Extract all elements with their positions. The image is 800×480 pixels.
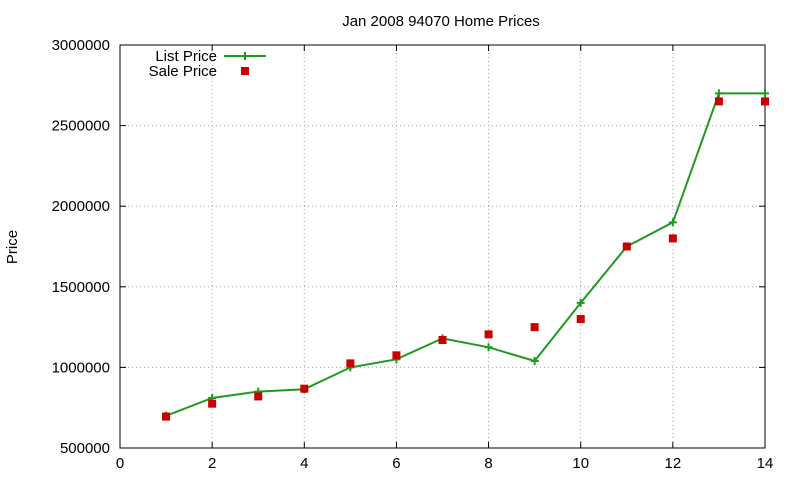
y-tick-label: 3000000: [52, 37, 110, 54]
sale-price-point: [162, 412, 171, 421]
legend-marker-list-price: [241, 52, 249, 60]
sale-price-point: [530, 323, 539, 332]
list-price-point: [530, 356, 539, 365]
plot-frame: [119, 44, 766, 449]
y-tick-label: 500000: [60, 440, 110, 457]
grid: [120, 45, 765, 448]
sale-price-point: [714, 97, 723, 106]
sale-price-point: [576, 315, 585, 324]
list-price-point: [714, 89, 723, 98]
legend-label-list-price: List Price: [155, 48, 217, 65]
sale-price-point: [300, 384, 309, 393]
x-tick-label: 6: [392, 455, 400, 472]
chart-title: Jan 2008 94070 Home Prices: [342, 13, 540, 30]
x-tick-label: 2: [208, 455, 216, 472]
y-tick-label: 1000000: [52, 359, 110, 376]
sale-price-point: [254, 392, 263, 401]
y-tick-label: 2500000: [52, 118, 110, 135]
legend-label-sale-price: Sale Price: [149, 63, 217, 80]
legend: List Price Sale Price: [149, 48, 266, 80]
sale-price-point: [208, 399, 217, 408]
axis-ticks: [119, 44, 766, 449]
series-sale-price: [162, 97, 769, 421]
x-tick-label: 12: [665, 455, 682, 472]
x-tick-label: 4: [300, 455, 308, 472]
x-tick-label: 14: [757, 455, 774, 472]
list-price-point: [576, 298, 585, 307]
legend-marker-sale-price: [241, 67, 249, 75]
y-tick-labels: 500000 1000000 1500000 2000000 2500000 300000…: [52, 37, 110, 457]
sale-price-point: [484, 330, 493, 339]
y-tick-label: 2000000: [52, 198, 110, 215]
x-tick-label: 10: [572, 455, 589, 472]
list-price-point: [668, 218, 677, 227]
list-price-point: [761, 89, 769, 98]
x-tick-label: 0: [116, 455, 124, 472]
y-tick-label: 1500000: [52, 279, 110, 296]
sale-price-point: [622, 242, 631, 251]
x-tick-labels: 0 2 4 6 8 10 12 14: [116, 455, 774, 472]
sale-price-point: [668, 234, 677, 243]
list-price-line: [165, 92, 765, 417]
list-price-point: [484, 343, 493, 352]
series-list-price: [162, 89, 769, 420]
x-tick-label: 8: [484, 455, 492, 472]
sale-price-point: [761, 97, 769, 106]
sale-price-point: [346, 359, 355, 368]
sale-price-point: [438, 335, 447, 344]
y-axis-label: Price: [4, 230, 21, 264]
sale-price-point: [392, 351, 401, 360]
